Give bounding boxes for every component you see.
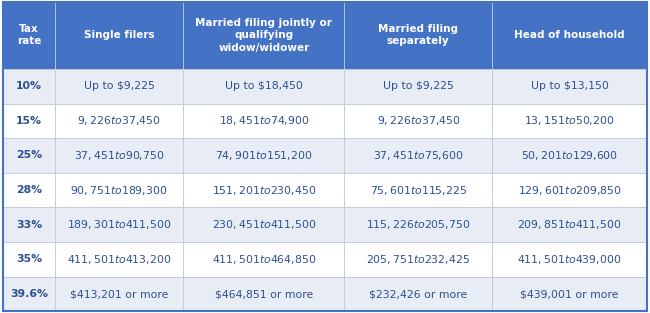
Text: Tax
rate: Tax rate xyxy=(17,24,41,46)
Text: $411,501 to $464,850: $411,501 to $464,850 xyxy=(212,253,316,266)
Bar xyxy=(3,104,55,138)
Bar xyxy=(183,242,344,277)
Text: 28%: 28% xyxy=(16,185,42,195)
Text: $411,501 to $439,000: $411,501 to $439,000 xyxy=(517,253,621,266)
Bar xyxy=(344,138,492,173)
Bar xyxy=(183,138,344,173)
Bar xyxy=(55,208,183,242)
Text: Up to $18,450: Up to $18,450 xyxy=(225,81,303,91)
Text: Up to $9,225: Up to $9,225 xyxy=(84,81,155,91)
Bar xyxy=(344,2,492,69)
Text: $413,201 or more: $413,201 or more xyxy=(70,289,168,299)
Text: Up to $13,150: Up to $13,150 xyxy=(530,81,608,91)
Text: Married filing jointly or
qualifying
widow/widower: Married filing jointly or qualifying wid… xyxy=(196,18,332,53)
Text: $411,501 to $413,200: $411,501 to $413,200 xyxy=(67,253,171,266)
Bar xyxy=(492,208,647,242)
Bar xyxy=(492,69,647,104)
Bar xyxy=(3,69,55,104)
Text: $9,226 to $37,450: $9,226 to $37,450 xyxy=(376,114,460,127)
Text: Single filers: Single filers xyxy=(84,30,155,40)
Text: $37,451 to $75,600: $37,451 to $75,600 xyxy=(373,149,463,162)
Bar xyxy=(55,104,183,138)
Bar xyxy=(183,208,344,242)
Bar xyxy=(344,208,492,242)
Bar xyxy=(492,2,647,69)
Bar xyxy=(3,208,55,242)
Bar xyxy=(492,242,647,277)
Bar xyxy=(3,173,55,208)
Bar xyxy=(183,2,344,69)
Text: $464,851 or more: $464,851 or more xyxy=(214,289,313,299)
Text: 10%: 10% xyxy=(16,81,42,91)
Bar xyxy=(55,2,183,69)
Bar xyxy=(3,138,55,173)
Text: 35%: 35% xyxy=(16,254,42,264)
Text: $13,151 to $50,200: $13,151 to $50,200 xyxy=(525,114,615,127)
Bar xyxy=(3,2,55,69)
Text: 25%: 25% xyxy=(16,151,42,161)
Text: $439,001 or more: $439,001 or more xyxy=(520,289,619,299)
Bar xyxy=(492,173,647,208)
Text: $75,601 to $115,225: $75,601 to $115,225 xyxy=(370,184,467,197)
Text: 39.6%: 39.6% xyxy=(10,289,48,299)
Text: $232,426 or more: $232,426 or more xyxy=(369,289,467,299)
Text: $205,751 to $232,425: $205,751 to $232,425 xyxy=(367,253,471,266)
Bar xyxy=(344,69,492,104)
Bar xyxy=(183,173,344,208)
Text: $37,451 to $90,750: $37,451 to $90,750 xyxy=(74,149,164,162)
Text: $18,451 to $74,900: $18,451 to $74,900 xyxy=(218,114,309,127)
Bar xyxy=(55,277,183,311)
Bar xyxy=(3,242,55,277)
Bar xyxy=(3,277,55,311)
Text: 33%: 33% xyxy=(16,220,42,230)
Text: $209,851 to $411,500: $209,851 to $411,500 xyxy=(517,218,621,231)
Bar xyxy=(492,277,647,311)
Text: $189,301 to $411,500: $189,301 to $411,500 xyxy=(67,218,171,231)
Bar xyxy=(55,69,183,104)
Bar xyxy=(344,242,492,277)
Text: $230,451 to $411,500: $230,451 to $411,500 xyxy=(212,218,316,231)
Bar xyxy=(55,138,183,173)
Text: $90,751 to $189,300: $90,751 to $189,300 xyxy=(70,184,168,197)
Text: $129,601 to $209,850: $129,601 to $209,850 xyxy=(517,184,621,197)
Bar xyxy=(183,69,344,104)
Bar xyxy=(344,277,492,311)
Text: $151,201 to $230,450: $151,201 to $230,450 xyxy=(212,184,316,197)
Bar xyxy=(183,104,344,138)
Text: $74,901 to $151,200: $74,901 to $151,200 xyxy=(215,149,313,162)
Bar xyxy=(55,173,183,208)
Text: $115,226 to $205,750: $115,226 to $205,750 xyxy=(366,218,471,231)
Bar xyxy=(344,104,492,138)
Text: $9,226 to $37,450: $9,226 to $37,450 xyxy=(77,114,161,127)
Bar xyxy=(492,104,647,138)
Bar xyxy=(183,277,344,311)
Text: Head of household: Head of household xyxy=(514,30,625,40)
Text: 15%: 15% xyxy=(16,116,42,126)
Text: $50,201 to $129,600: $50,201 to $129,600 xyxy=(521,149,618,162)
Text: Up to $9,225: Up to $9,225 xyxy=(383,81,454,91)
Bar xyxy=(492,138,647,173)
Bar xyxy=(55,242,183,277)
Bar xyxy=(344,173,492,208)
Text: Married filing
separately: Married filing separately xyxy=(378,24,458,46)
